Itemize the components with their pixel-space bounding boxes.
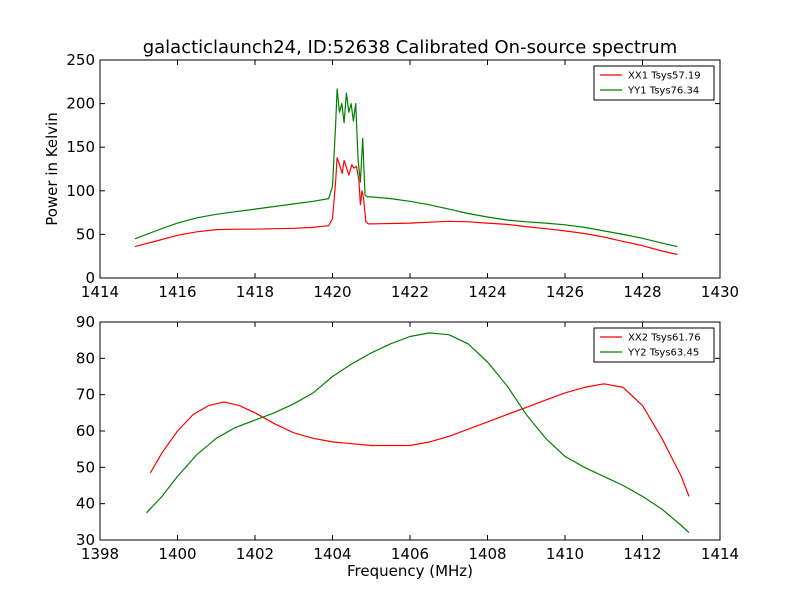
x-tick-label: 1398 — [81, 545, 119, 563]
y-tick-label: 0 — [85, 269, 95, 287]
x-axis-label: Frequency (MHz) — [347, 562, 473, 580]
x-tick-label: 1404 — [313, 545, 351, 563]
legend-box — [593, 65, 715, 101]
top-spectrum-plot: 1414 1416 1418 1420 1422 1424 1426 1428 1430 0 50 1… — [66, 51, 739, 301]
chart-title: galacticlaunch24, ID:52638 Calibrated On… — [143, 37, 678, 58]
legend-label: YY2 Tsys63.45 — [627, 348, 699, 359]
series-line-xx — [134, 157, 678, 256]
y-tick-label: 200 — [66, 95, 95, 113]
x-tick-label: 1410 — [546, 545, 584, 563]
y-tick-label: 250 — [66, 51, 95, 69]
series-line-xx — [149, 383, 690, 497]
x-tick-label: 1422 — [391, 283, 429, 301]
legend-label: XX2 Tsys61.76 — [628, 333, 701, 344]
x-tick-label: 1406 — [391, 545, 429, 563]
y-tick-label: 80 — [76, 349, 95, 367]
y-tick-label: 90 — [76, 313, 95, 331]
x-tick-label: 1418 — [236, 283, 274, 301]
y-tick-label: 70 — [76, 386, 95, 404]
series-line-yy — [146, 332, 690, 534]
y-tick-label: 100 — [66, 182, 95, 200]
x-tick-label: 1430 — [701, 283, 739, 301]
x-tick-label: 1416 — [158, 283, 196, 301]
series-line-yy — [134, 88, 678, 248]
legend: XX1 Tsys57.19 YY1 Tsys76.34 — [593, 65, 715, 101]
x-tick-label: 1412 — [623, 545, 661, 563]
y-tick-label: 150 — [66, 138, 95, 156]
x-tick-label: 1426 — [546, 283, 584, 301]
x-tick-label: 1420 — [313, 283, 351, 301]
legend-label: XX1 Tsys57.19 — [628, 71, 701, 82]
x-tick-label: 1428 — [623, 283, 661, 301]
y-tick-label: 50 — [76, 458, 95, 476]
legend-label: YY1 Tsys76.34 — [627, 86, 699, 97]
legend-box — [593, 327, 715, 363]
x-tick-label: 1414 — [81, 283, 119, 301]
legend: XX2 Tsys61.76 YY2 Tsys63.45 — [593, 327, 715, 363]
x-tick-label: 1424 — [468, 283, 506, 301]
y-tick-label: 30 — [76, 531, 95, 549]
x-tick-label: 1414 — [701, 545, 739, 563]
y-tick-label: 50 — [76, 225, 95, 243]
x-tick-label: 1408 — [468, 545, 506, 563]
y-axis-label: Power in Kelvin — [43, 112, 61, 226]
y-tick-label: 40 — [76, 495, 95, 513]
x-tick-label: 1400 — [158, 545, 196, 563]
bottom-spectrum-plot: 1398 1400 1402 1404 1406 1408 1410 1412 1414 30 40… — [76, 313, 739, 563]
x-tick-label: 1402 — [236, 545, 274, 563]
y-tick-label: 60 — [76, 422, 95, 440]
